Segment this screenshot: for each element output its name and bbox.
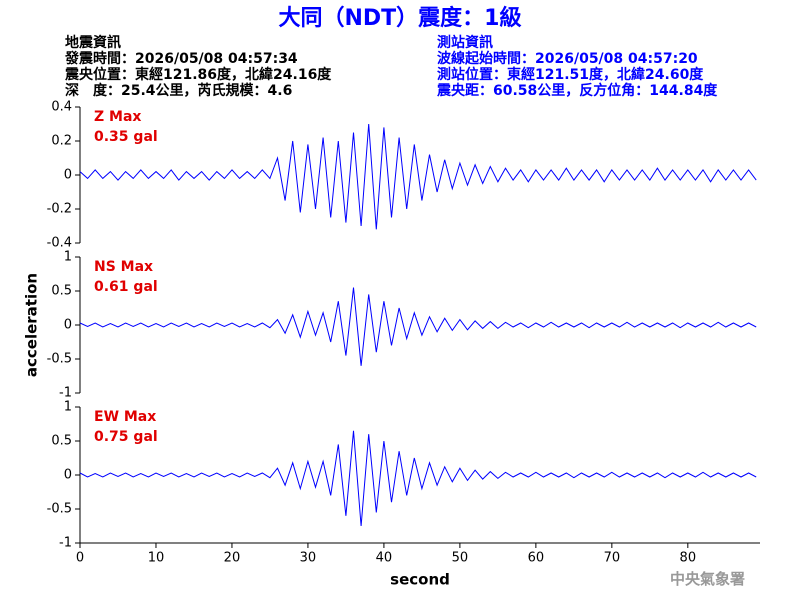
- y-tick-label: 0.5: [51, 434, 72, 449]
- footer: 中央氣象署: [670, 570, 745, 588]
- x-tick-label: 30: [300, 551, 317, 566]
- y-tick-label: -1: [59, 536, 72, 551]
- x-tick-label: 0: [76, 551, 84, 566]
- y-tick-label: -0.5: [47, 502, 72, 517]
- header-text: 測站資訊: [437, 34, 493, 51]
- annotation: 0.35 gal: [94, 129, 158, 145]
- y-tick-label: 1: [64, 400, 72, 415]
- waveform: [79, 123, 757, 230]
- y-axis-label: acceleration: [23, 273, 41, 377]
- header-text: 震央距：60.58公里，反方位角：144.84度: [436, 82, 718, 99]
- header-text: 深 度：25.4公里，芮氏規模：4.6: [65, 82, 292, 99]
- y-tick-label: 0: [64, 168, 72, 183]
- x-tick-label: 60: [528, 551, 545, 566]
- x-tick-label: 50: [452, 551, 469, 566]
- x-tick-label: 10: [148, 551, 165, 566]
- y-tick-label: -1: [59, 386, 72, 401]
- header-text: 測站位置：東經121.51度，北緯24.60度: [437, 66, 704, 83]
- y-tick-label: 0: [64, 468, 72, 483]
- header-text: 地震資訊: [65, 34, 121, 51]
- x-tick-label: 20: [224, 551, 241, 566]
- x-tick-label: 70: [604, 551, 621, 566]
- header-text: 波線起始時間：2026/05/08 04:57:20: [437, 50, 698, 67]
- y-tick-label: 0.4: [51, 100, 72, 115]
- y-tick-label: 1: [64, 250, 72, 265]
- y-tick-label: -0.4: [47, 236, 72, 251]
- x-tick-label: 40: [376, 551, 393, 566]
- header-text: 發震時間：2026/05/08 04:57:34: [64, 50, 298, 67]
- annotation: EW Max: [94, 409, 156, 425]
- chart-title: 大同（NDT）震度：1級: [279, 5, 522, 31]
- header-text: 震央位置：東經121.86度，北緯24.16度: [64, 66, 332, 83]
- y-tick-label: 0: [64, 318, 72, 333]
- y-tick-label: -0.5: [47, 352, 72, 367]
- x-axis-label: second: [390, 571, 450, 589]
- annotation: 0.61 gal: [94, 279, 158, 295]
- waveform: [79, 287, 757, 366]
- annotation: 0.75 gal: [94, 429, 158, 445]
- annotation: NS Max: [94, 259, 153, 275]
- y-tick-label: 0.5: [51, 284, 72, 299]
- y-tick-label: -0.2: [47, 202, 72, 217]
- y-tick-label: 0.2: [51, 134, 72, 149]
- x-tick-label: 80: [680, 551, 697, 566]
- annotation: Z Max: [94, 109, 141, 125]
- waveform: [79, 430, 757, 527]
